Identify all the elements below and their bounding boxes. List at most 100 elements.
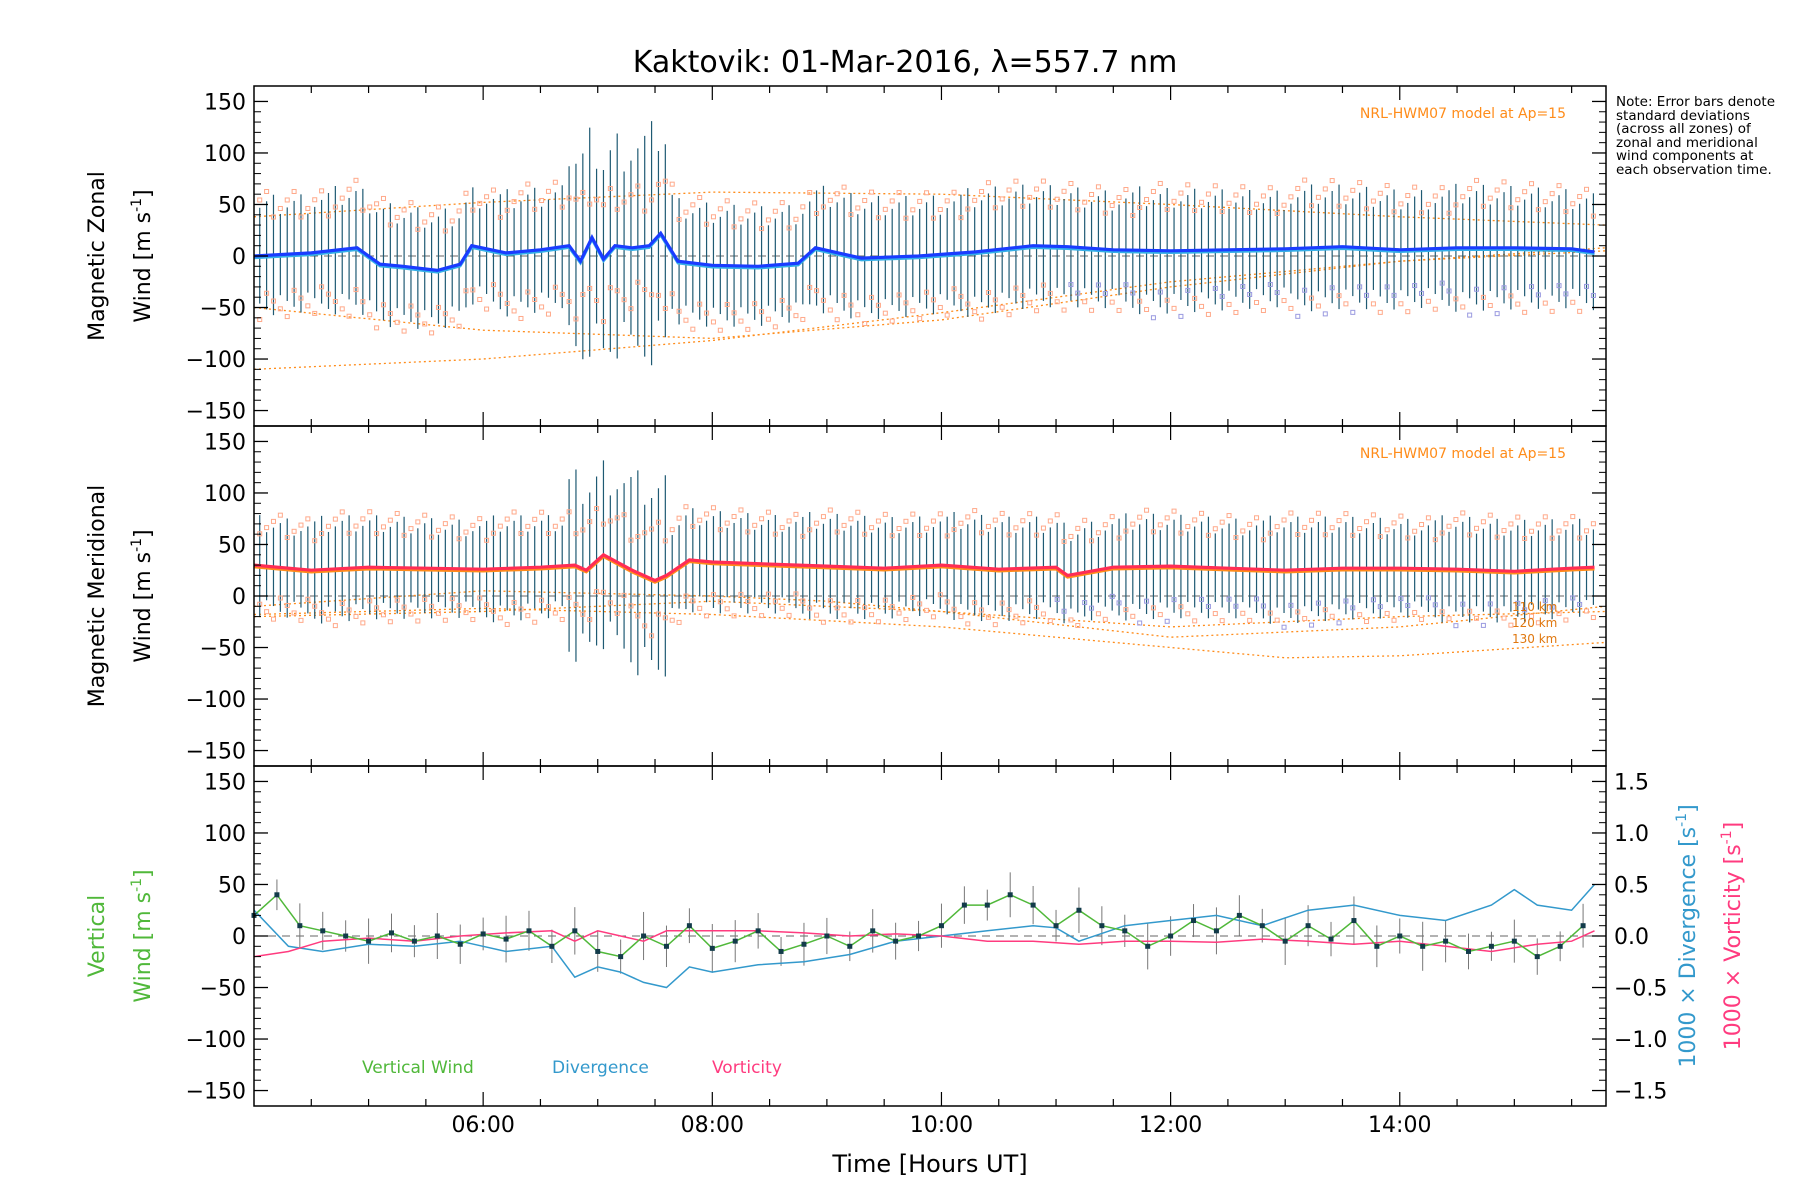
- zonal-zone-point: [1315, 303, 1321, 309]
- meridional-mean-line: [253, 552, 1595, 583]
- meridional-zone-point: [1040, 525, 1046, 531]
- meridional-zone-point: [1150, 605, 1156, 611]
- zonal-zone-point: [1542, 300, 1548, 306]
- meridional-zone-point: [1150, 529, 1156, 535]
- zonal-zone-point: [1281, 298, 1287, 304]
- zonal-zone-point: [642, 287, 648, 293]
- meridional-zone-point: [442, 521, 448, 527]
- vertical-wind-point: [641, 933, 647, 939]
- meridional-zone-point: [1515, 514, 1521, 520]
- vertical-wind-point: [961, 902, 967, 908]
- meridional-zone-point: [291, 610, 297, 616]
- meridional-zone-point: [1061, 538, 1067, 544]
- meridional-zone-point: [786, 612, 792, 618]
- zonal-zone-point: [889, 318, 895, 324]
- meridional-zone-point: [1556, 528, 1562, 534]
- meridional-zone-point: [284, 602, 290, 608]
- meridional-zone-point: [1102, 522, 1108, 528]
- zonal-zone-point: [814, 288, 820, 294]
- zonal-zone-point: [1322, 186, 1328, 192]
- zonal-zone-point: [394, 214, 400, 220]
- meridional-zone-point: [1226, 513, 1232, 519]
- vertical-ylabel-line2: Wind [m s-1]: [129, 869, 156, 1002]
- zonal-zone-point: [979, 316, 985, 322]
- meridional-zone-point: [1240, 610, 1246, 616]
- zonal-zone-point: [1556, 183, 1562, 189]
- zonal-zone-point: [429, 330, 435, 336]
- x-tick-label: 06:00: [451, 1113, 514, 1138]
- meridional-zone-point: [1412, 528, 1418, 534]
- zonal-zone-point: [683, 209, 689, 215]
- zonal-zone-point: [1343, 301, 1349, 307]
- meridional-zone-point: [635, 534, 641, 540]
- zonal-zone-point: [1226, 200, 1232, 206]
- zonal-zone-point: [367, 312, 373, 318]
- vertical-y2tick-label: 1.0: [1614, 822, 1649, 847]
- meridional-zone-point: [827, 598, 833, 604]
- meridional-zone-point: [752, 606, 758, 612]
- meridional-zone-point: [1494, 608, 1500, 614]
- meridional-zone-point: [800, 533, 806, 539]
- zonal-zone-point: [869, 189, 875, 195]
- zonal-zone-point: [1563, 291, 1569, 297]
- meridional-zone-point: [401, 604, 407, 610]
- meridional-zone-point: [649, 633, 655, 639]
- meridional-zone-point: [690, 598, 696, 604]
- zonal-zone-point: [710, 319, 716, 325]
- vertical-wind-point: [1466, 948, 1472, 954]
- meridional-zone-point: [1467, 532, 1473, 538]
- meridional-zone-point: [862, 605, 868, 611]
- meridional-ytick-label: 0: [232, 585, 246, 610]
- meridional-zone-point: [559, 516, 565, 522]
- meridional-zone-point: [284, 535, 290, 541]
- zonal-zone-point: [697, 301, 703, 307]
- zonal-zone-point: [690, 202, 696, 208]
- zonal-zone-point: [525, 181, 531, 187]
- meridional-zone-point: [545, 531, 551, 537]
- meridional-zone-point: [319, 610, 325, 616]
- vertical-wind-point: [870, 928, 876, 934]
- meridional-zone-point: [270, 518, 276, 524]
- meridional-zone-point: [1350, 605, 1356, 611]
- zonal-zone-point: [319, 188, 325, 194]
- zonal-ytick-label: 100: [204, 142, 246, 167]
- zonal-zone-point: [1226, 301, 1232, 307]
- vertical-wind-point: [1557, 943, 1563, 949]
- zonal-zone-point: [594, 297, 600, 303]
- meridional-zone-point: [869, 525, 875, 531]
- meridional-zone-point: [628, 603, 634, 609]
- zonal-zone-point: [759, 226, 765, 232]
- zonal-zone-point: [1254, 299, 1260, 305]
- zonal-zone-point: [1150, 188, 1156, 194]
- zonal-zone-point: [1267, 185, 1273, 191]
- meridional-zone-point: [353, 613, 359, 619]
- divergence-y2label-close: ]: [1676, 804, 1701, 813]
- meridional-zone-point: [979, 607, 985, 613]
- meridional-zone-point: [360, 620, 366, 626]
- meridional-zone-point: [1075, 623, 1081, 629]
- zonal-zone-point: [394, 319, 400, 325]
- zonal-zone-point: [1391, 209, 1397, 215]
- zonal-zone-point: [587, 201, 593, 207]
- meridional-zone-point: [312, 538, 318, 544]
- meridional-zone-point: [1590, 615, 1596, 621]
- vertical-wind-point: [893, 938, 899, 944]
- meridional-zone-point: [779, 525, 785, 531]
- zonal-zone-point: [477, 200, 483, 206]
- vorticity-y2label: 1000 × Vorticity [s-1]: [1719, 822, 1746, 1050]
- zonal-zone-point: [1577, 308, 1583, 314]
- meridional-zone-point: [580, 611, 586, 617]
- meridional-zone-point: [1377, 604, 1383, 610]
- meridional-zone-point: [704, 511, 710, 517]
- meridional-zone-point: [669, 617, 675, 623]
- zonal-zone-point: [1006, 187, 1012, 193]
- meridional-zone-point: [972, 600, 978, 606]
- zonal-zone-point: [1267, 282, 1273, 288]
- meridional-zone-point: [1095, 530, 1101, 536]
- zonal-zone-point: [1522, 309, 1528, 315]
- meridional-zone-point: [1267, 530, 1273, 536]
- meridional-zone-point: [270, 616, 276, 622]
- meridional-zone-point: [374, 531, 380, 537]
- zonal-zone-point: [1508, 205, 1514, 211]
- zonal-zone-point: [1061, 307, 1067, 313]
